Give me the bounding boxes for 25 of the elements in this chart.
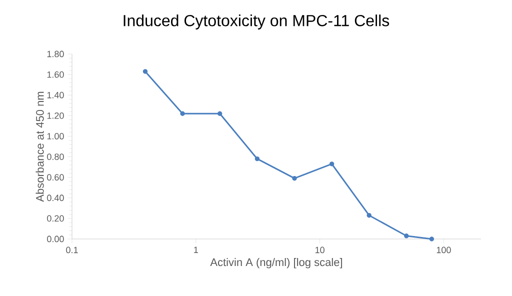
y-tick-label: 0.20 (47, 215, 64, 222)
y-tick-label: 0.60 (47, 174, 64, 181)
y-tick-label: 0.40 (47, 194, 64, 202)
y-tick-label: 0.80 (47, 154, 64, 160)
chart-title: Induced Cytotoxicity on MPC-11 Cells (124, 14, 390, 30)
point (404, 234, 409, 238)
x-tick-label: 10 (315, 246, 324, 254)
point (366, 212, 372, 218)
y-tick-label: 1.80 (47, 50, 64, 58)
x-tick-label: 0.1 (66, 246, 78, 254)
y-tick-label: 1.60 (47, 71, 64, 78)
x-tick-label: 1 (194, 246, 198, 253)
x-axis-title: Activin A (ng/ml) [log scale] (210, 258, 342, 268)
y-tick-label: 1.40 (47, 92, 64, 98)
point (180, 111, 185, 116)
point (292, 176, 297, 181)
point (142, 69, 148, 74)
point (217, 111, 222, 116)
point (329, 162, 334, 166)
y-tick-label: 1.00 (47, 133, 64, 140)
x-tick-label: 100 (436, 246, 451, 254)
y-tick-label: 0.00 (47, 236, 64, 242)
point (254, 156, 260, 162)
y-tick-label: 1.20 (47, 112, 64, 119)
y-axis-title: Absorbance at 450 nm (36, 92, 44, 202)
